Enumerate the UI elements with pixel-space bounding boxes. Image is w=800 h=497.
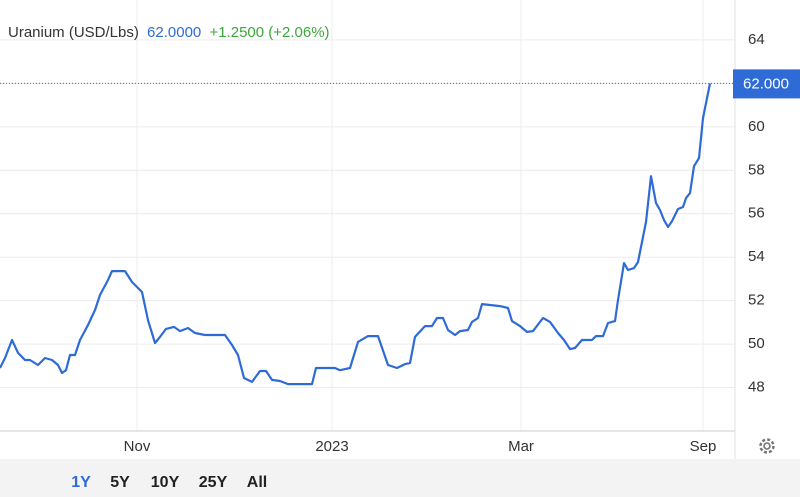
- range-button[interactable]: 1Y: [71, 474, 91, 491]
- range-button[interactable]: 10Y: [151, 474, 180, 491]
- x-tick-label: 2023: [315, 438, 348, 455]
- range-button[interactable]: 25Y: [199, 474, 228, 491]
- header: Uranium (USD/Lbs) 62.0000 +1.2500 (+2.06…: [8, 24, 330, 41]
- range-bar: [0, 459, 800, 497]
- y-tick-label: 64: [748, 31, 765, 48]
- x-tick-label: Mar: [508, 438, 534, 455]
- last-price-box: [733, 69, 800, 99]
- y-tick-label: 60: [748, 118, 765, 135]
- x-tick-label: Sep: [690, 438, 717, 455]
- y-tick-label: 48: [748, 379, 765, 396]
- y-tick-label: 56: [748, 205, 765, 222]
- range-button[interactable]: 5Y: [110, 474, 130, 491]
- x-tick-label: Nov: [124, 438, 151, 455]
- last-price-label: 62.000: [743, 75, 789, 92]
- settings-icon[interactable]: [759, 438, 775, 454]
- y-tick-label: 54: [748, 248, 765, 265]
- y-tick-label: 52: [748, 292, 765, 309]
- range-button[interactable]: All: [247, 474, 267, 491]
- y-tick-label: 50: [748, 335, 765, 352]
- grid: [0, 0, 735, 431]
- chart-title: Uranium (USD/Lbs): [8, 24, 139, 41]
- price-line: [0, 83, 712, 386]
- change: +1.2500 (+2.06%): [209, 24, 329, 41]
- y-tick-label: 58: [748, 161, 765, 178]
- price: 62.0000: [147, 24, 201, 41]
